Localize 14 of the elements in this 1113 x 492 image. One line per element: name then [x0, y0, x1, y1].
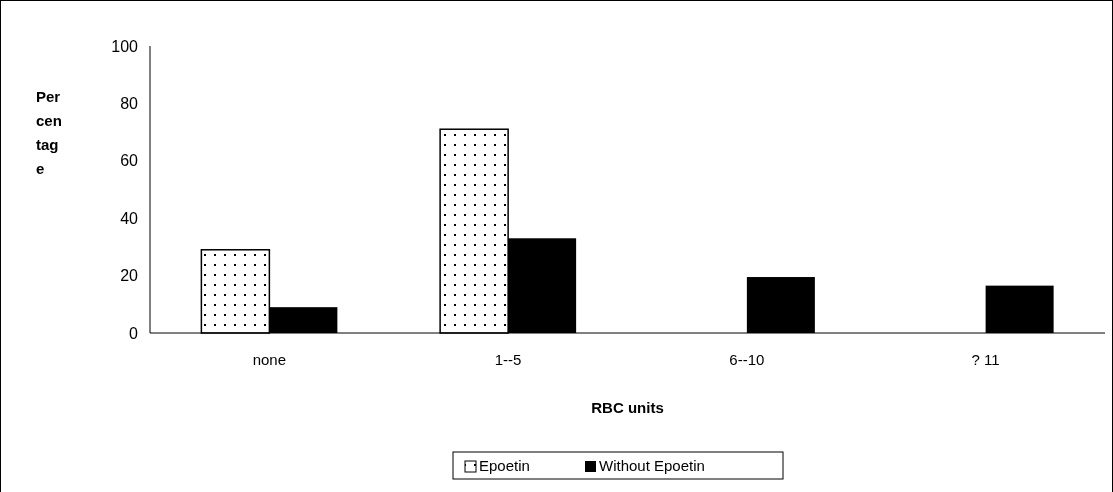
y-axis-title: Percentage: [36, 88, 62, 177]
legend-label: Without Epoetin: [599, 457, 705, 475]
y-tick-label: 0: [129, 324, 139, 342]
y-tick-label: 100: [111, 37, 139, 55]
y-tick-label: 80: [120, 95, 139, 112]
y-tick-label: 60: [120, 152, 139, 170]
legend-label: Epoetin: [479, 457, 530, 475]
y-tick-label: 20: [120, 267, 139, 285]
x-tick-label: 6--10: [729, 351, 765, 368]
x-tick-label: none: [252, 351, 287, 368]
x-axis-title: RBC units: [591, 399, 664, 416]
x-tick-label: ? 11: [971, 351, 1000, 368]
x-tick-label: 1--5: [494, 351, 522, 368]
y-tick-label: 40: [120, 209, 139, 227]
